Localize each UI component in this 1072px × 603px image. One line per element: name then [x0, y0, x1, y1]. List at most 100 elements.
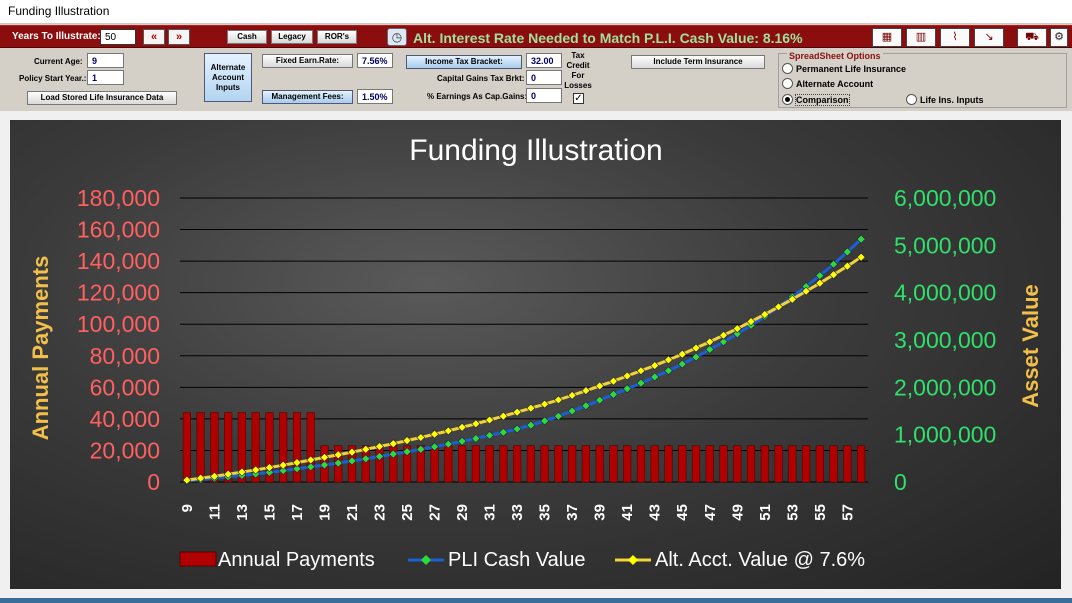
next-button[interactable]: »: [168, 29, 190, 45]
data-point: [209, 471, 219, 481]
left-tick-label: 180,000: [77, 185, 160, 211]
left-tick-label: 40,000: [90, 406, 160, 432]
data-point: [457, 436, 467, 446]
x-tick-label: 27: [427, 504, 444, 521]
legacy-button[interactable]: Legacy: [271, 30, 313, 44]
gauge-icon[interactable]: ◷: [387, 28, 407, 46]
data-point: [691, 343, 701, 353]
capital-gains-label: Capital Gains Tax Brkt:: [437, 74, 525, 83]
window-title: Funding Illustration: [8, 4, 110, 18]
prev-button[interactable]: «: [143, 29, 165, 45]
data-point: [553, 411, 563, 421]
data-point: [829, 270, 839, 280]
right-tick-label: 6,000,000: [894, 185, 996, 211]
rors-button[interactable]: ROR's: [317, 30, 357, 44]
left-tick-label: 100,000: [77, 311, 160, 337]
right-tick-label: 5,000,000: [894, 232, 996, 258]
x-tick-label: 19: [316, 504, 333, 521]
data-point: [333, 458, 343, 468]
chart-legend: Annual Payments PLI Cash Value Alt. Acct. …: [179, 549, 865, 571]
data-point: [237, 467, 247, 477]
data-point: [732, 324, 742, 334]
data-point: [540, 399, 550, 409]
payment-bar: [581, 445, 591, 483]
years-input[interactable]: 50: [100, 29, 136, 45]
data-point: [622, 371, 632, 381]
data-point: [677, 359, 687, 369]
cash-button[interactable]: Cash: [227, 30, 267, 44]
capital-gains-input[interactable]: 0: [526, 70, 562, 85]
left-axis-ticks: 180,000 160,000 140,000 120,000 100,000 80,00…: [77, 185, 160, 495]
data-point: [760, 310, 770, 319]
data-point: [347, 447, 357, 457]
payment-bar: [691, 445, 701, 483]
table-icon[interactable]: ▦: [872, 28, 902, 47]
alternate-account-inputs-button[interactable]: Alternate Account Inputs: [204, 53, 252, 102]
x-tick-label: 17: [289, 504, 306, 521]
radio-life-ins-inputs[interactable]: [906, 94, 917, 105]
data-point: [842, 247, 852, 257]
left-tick-label: 0: [147, 469, 160, 495]
x-tick-label: 11: [206, 504, 223, 520]
radio-comparison[interactable]: [782, 94, 793, 105]
include-term-insurance-button[interactable]: Include Term Insurance: [631, 55, 765, 69]
data-point: [471, 419, 481, 429]
data-point: [402, 447, 412, 457]
left-tick-label: 160,000: [77, 217, 160, 243]
management-fees-input[interactable]: 1.50%: [357, 89, 393, 104]
data-point: [265, 467, 274, 477]
x-tick-label: 31: [482, 504, 499, 521]
left-tick-label: 140,000: [77, 248, 160, 274]
policy-start-input[interactable]: 1: [87, 70, 124, 85]
x-tick-label: 21: [344, 504, 361, 521]
line-chart-icon[interactable]: ⌇: [940, 28, 970, 47]
income-tax-bracket-button[interactable]: Income Tax Bracket:: [406, 55, 522, 69]
x-axis-ticks: 9 11 13 15 17 19 21 23 25 27 29 31 33 35 37 39 41 43 45 47 4…: [179, 504, 856, 521]
tax-credit-checkbox[interactable]: ✓: [573, 93, 584, 104]
payment-bar: [568, 445, 577, 483]
chart-frame: Funding Illustration 180,000 160,000 140,0…: [10, 120, 1061, 589]
fixed-earn-rate-button[interactable]: Fixed Earn.Rate:: [262, 54, 353, 68]
payment-bar: [829, 445, 838, 483]
data-point: [595, 381, 605, 391]
data-point: [705, 345, 715, 354]
data-point: [182, 475, 192, 485]
payment-bar: [705, 445, 714, 483]
right-tick-label: 3,000,000: [894, 327, 996, 353]
x-tick-label: 25: [399, 504, 416, 521]
x-tick-label: 57: [839, 504, 856, 521]
payment-bar: [815, 445, 824, 483]
car-icon[interactable]: ⛟: [1017, 28, 1047, 47]
payment-bar: [843, 445, 852, 483]
current-age-input[interactable]: 9: [87, 53, 124, 68]
radio-alternate-account[interactable]: [782, 78, 793, 89]
management-fees-button[interactable]: Management Fees:: [262, 90, 353, 104]
right-tick-label: 4,000,000: [894, 280, 996, 306]
window-titlebar: Funding Illustration: [0, 0, 1072, 24]
radio-permanent-life[interactable]: [782, 63, 793, 74]
right-tick-label: 2,000,000: [894, 374, 996, 400]
pct-earnings-input[interactable]: 0: [526, 88, 562, 103]
data-point: [609, 376, 618, 386]
data-point: [732, 329, 742, 339]
settings-icon[interactable]: ⚙: [1050, 28, 1068, 47]
income-tax-bracket-input[interactable]: 32.00: [526, 53, 562, 68]
bar-chart-icon[interactable]: ▥: [906, 28, 936, 47]
data-point: [278, 460, 288, 470]
x-tick-label: 49: [729, 504, 746, 521]
x-tick-label: 13: [234, 504, 251, 521]
trend-chart-icon[interactable]: ↘: [974, 28, 1004, 47]
payment-bar: [513, 445, 522, 483]
data-point: [361, 454, 371, 464]
tax-credit-label: Tax Credit For Losses: [564, 51, 592, 90]
data-point: [567, 406, 577, 416]
payment-bar: [526, 445, 535, 483]
data-point: [512, 407, 522, 417]
fixed-earn-rate-input[interactable]: 7.56%: [357, 53, 393, 68]
load-life-insurance-button[interactable]: Load Stored Life Insurance Data: [27, 91, 177, 105]
data-point: [278, 466, 288, 476]
payment-bar: [746, 445, 756, 483]
data-point: [815, 278, 825, 288]
left-tick-label: 120,000: [77, 280, 160, 306]
payment-bar: [595, 445, 604, 483]
